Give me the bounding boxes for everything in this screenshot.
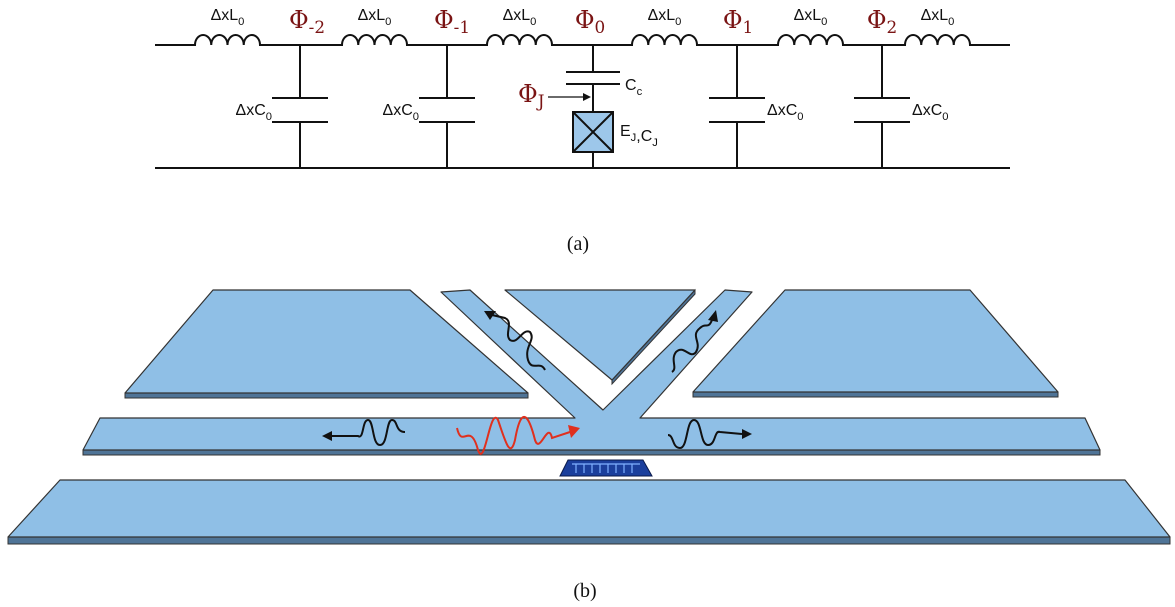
label-text: ΔxC [383, 102, 413, 119]
label-subscript: -1 [454, 17, 470, 37]
ground-plate [7, 479, 1171, 538]
wave-arrow [708, 310, 718, 322]
node-label: Φ-2 [289, 6, 325, 37]
wave [330, 418, 406, 447]
wave [671, 319, 713, 373]
wave-arrow [322, 431, 332, 441]
junction-label: EJ,CJ [620, 123, 658, 149]
label-text: ΔxL [794, 7, 822, 24]
node-label: Φ1 [723, 6, 753, 37]
qubit-fingers [572, 463, 640, 473]
label-subscript: 2 [887, 17, 898, 37]
label-subscript: -2 [309, 17, 325, 37]
caption: (a) [567, 233, 589, 255]
caption: (b) [573, 580, 596, 602]
label-subscript: 0 [948, 16, 954, 28]
label-text: ΔxL [358, 7, 386, 24]
label-text: Φ [518, 80, 538, 108]
label-subscript: 0 [385, 16, 391, 28]
label-subscript: c [637, 86, 643, 98]
label-text: ΔxL [211, 7, 239, 24]
label-subscript: 0 [266, 111, 272, 123]
waveguide [82, 289, 1101, 451]
plate-edge [82, 449, 1101, 456]
coupling-capacitor-label: Cc [625, 77, 643, 98]
label-subscript: 0 [238, 16, 244, 28]
device-illustration [7, 288, 1171, 545]
label-subscript: J [631, 132, 637, 144]
wave [456, 415, 571, 455]
label-text: Φ [289, 6, 309, 34]
inductor-label: ΔxL0 [921, 7, 955, 28]
capacitor-label: ΔxC0 [383, 102, 419, 123]
label-text: ΔxL [503, 7, 531, 24]
label-text: Φ [575, 6, 595, 34]
ground-plate [124, 289, 529, 394]
qubit [559, 459, 653, 477]
wave-arrow [742, 429, 752, 439]
inductor-label: ΔxL0 [794, 7, 828, 28]
node-label: Φ2 [867, 6, 897, 37]
label-subscript: 0 [413, 111, 419, 123]
inductor-label: ΔxL0 [211, 7, 245, 28]
ground-plate [504, 289, 696, 381]
label-text: Φ [434, 6, 454, 34]
label-text: ΔxL [921, 7, 949, 24]
wave [667, 418, 743, 450]
label-subscript: J [536, 91, 545, 111]
label-subscript: 0 [797, 111, 803, 123]
capacitor-label: ΔxC0 [767, 102, 803, 123]
ground-plate [692, 289, 1059, 393]
label-subscript: 0 [530, 16, 536, 28]
label-text: ΔxC [236, 102, 266, 119]
label-subscript: J [652, 137, 658, 149]
node-label: Φ0 [575, 6, 605, 37]
label-text: ΔxC [767, 102, 797, 119]
label-text: Φ [723, 6, 743, 34]
inductor-label: ΔxL0 [648, 7, 682, 28]
label-text: ,C [636, 128, 652, 145]
wave-arrow [568, 425, 580, 438]
plate-edge [7, 536, 1171, 545]
label-text: ΔxC [912, 102, 942, 119]
capacitor-label: ΔxC0 [912, 102, 948, 123]
label-text: E [620, 123, 631, 140]
plate-edge [124, 392, 529, 399]
label-text: ΔxL [648, 7, 676, 24]
wave [491, 314, 546, 371]
circuit-wires [155, 34, 1010, 169]
label-subscript: 0 [595, 17, 606, 37]
label-subscript: 1 [743, 17, 754, 37]
junction-cross [572, 111, 614, 153]
plate-edge [692, 391, 1059, 398]
capacitor-label: ΔxC0 [236, 102, 272, 123]
wave-arrow [484, 311, 496, 320]
junction-node-label: ΦJ [518, 80, 544, 111]
inductor-label: ΔxL0 [358, 7, 392, 28]
top-wire [155, 34, 1010, 46]
label-subscript: 0 [942, 111, 948, 123]
arrowhead [583, 93, 591, 101]
inductor-label: ΔxL0 [503, 7, 537, 28]
label-subscript: 0 [821, 16, 827, 28]
node-label: Φ-1 [434, 6, 470, 37]
label-text: C [625, 77, 637, 94]
label-text: Φ [867, 6, 887, 34]
label-subscript: 0 [675, 16, 681, 28]
